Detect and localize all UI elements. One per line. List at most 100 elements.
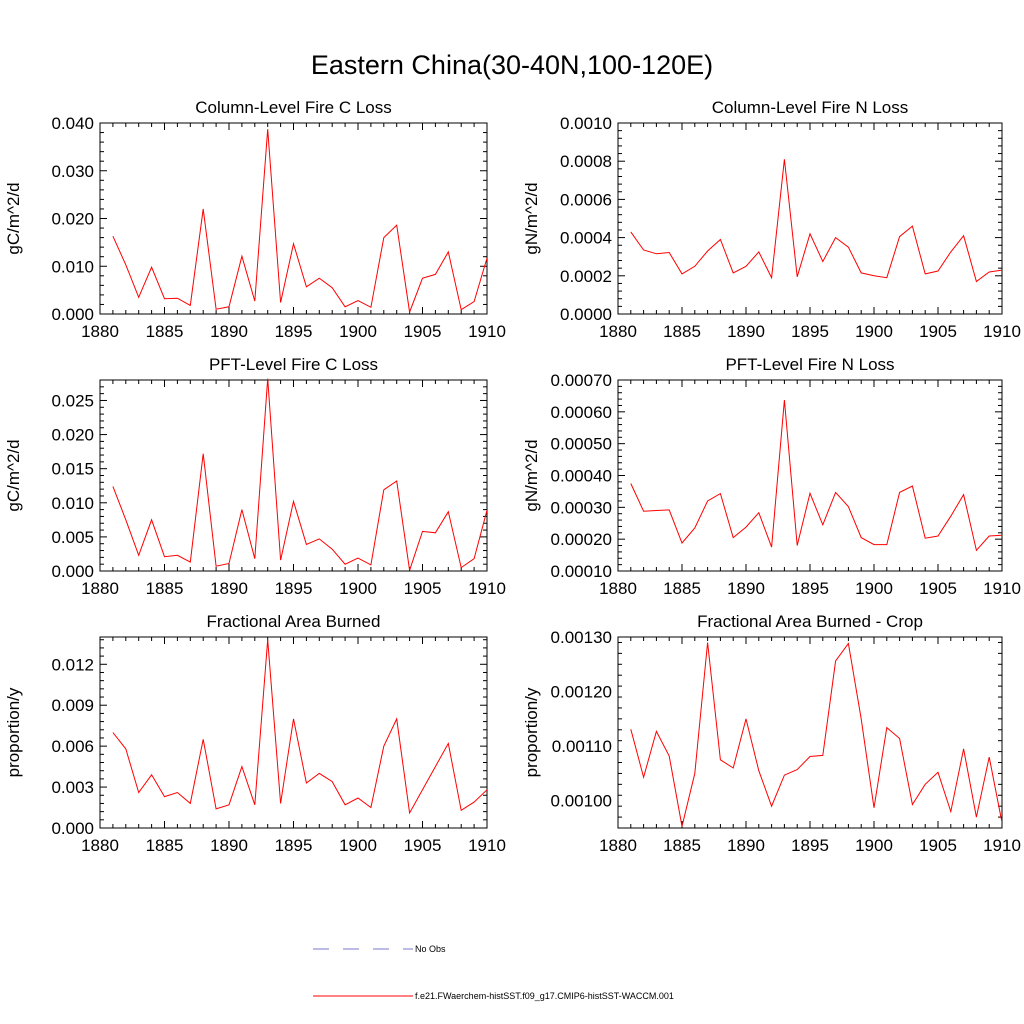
x-tick-label: 1905 bbox=[919, 322, 957, 341]
x-tick-label: 1885 bbox=[146, 836, 184, 855]
y-tick-label: 0.0002 bbox=[560, 267, 612, 286]
panel-title: PFT-Level Fire N Loss bbox=[725, 355, 894, 374]
y-tick-label: 0.0006 bbox=[560, 190, 612, 209]
x-tick-label: 1890 bbox=[210, 836, 248, 855]
series-line-1 bbox=[630, 159, 1002, 283]
x-tick-label: 1880 bbox=[599, 322, 637, 341]
y-tick-label: 0.025 bbox=[51, 391, 94, 410]
x-tick-label: 1880 bbox=[81, 579, 119, 598]
x-tick-label: 1885 bbox=[663, 836, 701, 855]
x-tick-label: 1900 bbox=[339, 836, 377, 855]
x-tick-label: 1910 bbox=[468, 322, 506, 341]
y-tick-label: 0.010 bbox=[51, 494, 94, 513]
y-tick-label: 0.00050 bbox=[551, 435, 612, 454]
y-axis-label: gN/m^2/d bbox=[522, 182, 541, 254]
y-axis-label: gC/m^2/d bbox=[4, 439, 23, 511]
y-tick-label: 0.00010 bbox=[551, 562, 612, 581]
series-line-1 bbox=[112, 639, 487, 815]
y-tick-label: 0.000 bbox=[51, 819, 94, 838]
y-axis-label: gC/m^2/d bbox=[4, 182, 23, 254]
chart-panel-5: Fractional Area Burned proportion/y 1880 18… bbox=[4, 612, 506, 855]
panel-title: Column-Level Fire N Loss bbox=[712, 98, 909, 117]
x-tick-label: 1900 bbox=[339, 322, 377, 341]
y-axis-label: proportion/y bbox=[522, 687, 541, 777]
x-tick-label: 1890 bbox=[210, 322, 248, 341]
x-tick-label: 1895 bbox=[791, 322, 829, 341]
x-tick-label: 1905 bbox=[404, 579, 442, 598]
y-tick-label: 0.030 bbox=[51, 162, 94, 181]
plot-frame bbox=[617, 122, 1003, 315]
legend-label-model: f.e21.FWaerchem-histSST.f09_g17.CMIP6-hi… bbox=[415, 991, 674, 1001]
x-tick-label: 1905 bbox=[919, 579, 957, 598]
y-axis-label: gN/m^2/d bbox=[522, 439, 541, 511]
x-tick-label: 1900 bbox=[855, 322, 893, 341]
x-tick-label: 1900 bbox=[855, 836, 893, 855]
y-axis-label: proportion/y bbox=[4, 687, 23, 777]
plot-frame bbox=[617, 379, 1003, 572]
y-tick-label: 0.000 bbox=[51, 562, 94, 581]
x-tick-label: 1910 bbox=[468, 579, 506, 598]
y-tick-label: 0.0010 bbox=[560, 114, 612, 133]
chart-panel-4: PFT-Level Fire N Loss gN/m^2/d 1880 1885 189… bbox=[522, 355, 1021, 598]
plot-frame bbox=[617, 636, 1003, 829]
panel-title: Fractional Area Burned bbox=[207, 612, 381, 631]
x-tick-label: 1880 bbox=[81, 836, 119, 855]
y-tick-label: 0.00060 bbox=[551, 403, 612, 422]
panel-title: Column-Level Fire C Loss bbox=[195, 98, 392, 117]
x-tick-label: 1895 bbox=[275, 322, 313, 341]
legend-label-no-obs: No Obs bbox=[415, 944, 446, 954]
y-tick-label: 0.00110 bbox=[552, 737, 612, 756]
chart-panel-2: Column-Level Fire N Loss gN/m^2/d 1880 1885… bbox=[522, 98, 1021, 341]
y-tick-label: 0.003 bbox=[51, 778, 94, 797]
y-tick-label: 0.040 bbox=[51, 114, 94, 133]
x-tick-label: 1905 bbox=[404, 836, 442, 855]
plot-frame bbox=[99, 379, 488, 572]
plot-frame bbox=[99, 636, 488, 829]
y-tick-label: 0.00020 bbox=[551, 530, 612, 549]
y-tick-label: 0.006 bbox=[51, 737, 94, 756]
y-tick-label: 0.009 bbox=[51, 696, 94, 715]
x-tick-label: 1910 bbox=[983, 579, 1021, 598]
figure-title: Eastern China(30-40N,100-120E) bbox=[310, 50, 714, 80]
x-tick-label: 1895 bbox=[791, 836, 829, 855]
y-tick-label: 0.00030 bbox=[551, 498, 612, 517]
x-tick-label: 1890 bbox=[210, 579, 248, 598]
x-tick-label: 1910 bbox=[468, 836, 506, 855]
x-tick-label: 1885 bbox=[663, 579, 701, 598]
panel-title: Fractional Area Burned - Crop bbox=[697, 612, 923, 631]
y-tick-label: 0.00040 bbox=[551, 467, 612, 486]
panel-title: PFT-Level Fire C Loss bbox=[209, 355, 378, 374]
y-tick-label: 0.0000 bbox=[560, 305, 612, 324]
x-tick-label: 1905 bbox=[919, 836, 957, 855]
legend: No Obs f.e21.FWaerchem-histSST.f09_g17.C… bbox=[313, 944, 674, 1001]
x-tick-label: 1895 bbox=[275, 579, 313, 598]
y-tick-label: 0.00120 bbox=[551, 683, 612, 702]
y-tick-label: 0.010 bbox=[51, 257, 94, 276]
x-tick-label: 1910 bbox=[983, 322, 1021, 341]
y-tick-label: 0.020 bbox=[51, 210, 94, 229]
series-line-1 bbox=[630, 642, 1002, 827]
x-tick-label: 1880 bbox=[81, 322, 119, 341]
x-tick-label: 1885 bbox=[146, 322, 184, 341]
y-tick-label: 0.015 bbox=[51, 460, 94, 479]
y-tick-label: 0.020 bbox=[51, 426, 94, 445]
x-tick-label: 1890 bbox=[727, 322, 765, 341]
y-tick-label: 0.0008 bbox=[560, 152, 612, 171]
y-tick-label: 0.00070 bbox=[551, 371, 612, 390]
x-tick-label: 1890 bbox=[727, 836, 765, 855]
chart-panel-3: PFT-Level Fire C Loss gC/m^2/d 1880 1885 189… bbox=[4, 355, 506, 598]
y-tick-label: 0.0004 bbox=[560, 229, 612, 248]
y-tick-label: 0.00130 bbox=[551, 628, 612, 647]
chart-panel-6: Fractional Area Burned - Crop proportion/… bbox=[522, 612, 1021, 855]
series-line-1 bbox=[112, 129, 487, 315]
series-line-1 bbox=[630, 400, 1002, 552]
x-tick-label: 1895 bbox=[791, 579, 829, 598]
x-tick-label: 1880 bbox=[599, 579, 637, 598]
x-tick-label: 1905 bbox=[404, 322, 442, 341]
x-tick-label: 1885 bbox=[663, 322, 701, 341]
x-tick-label: 1900 bbox=[855, 579, 893, 598]
y-tick-label: 0.012 bbox=[51, 655, 94, 674]
y-tick-label: 0.000 bbox=[51, 305, 94, 324]
chart-panel-1: Column-Level Fire C Loss gC/m^2/d 1880 1885… bbox=[4, 98, 506, 341]
